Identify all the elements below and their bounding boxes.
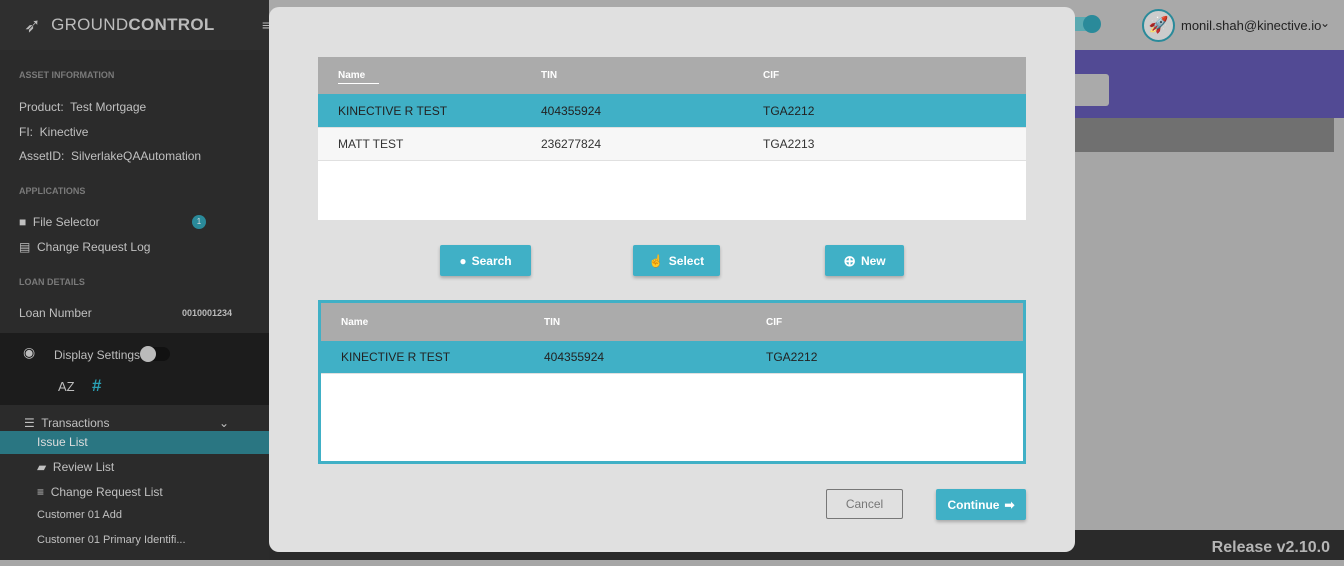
- table-header: Name TIN CIF: [321, 303, 1023, 341]
- nav-customer-add[interactable]: Customer 01 Add: [37, 509, 122, 521]
- pointer-hand-icon: ☝: [648, 253, 664, 268]
- file-selector-link[interactable]: ■ File Selector 1: [19, 215, 209, 229]
- nav-change-request-list[interactable]: ≡ Change Request List: [37, 485, 163, 499]
- asset-heading: ASSET INFORMATION: [19, 70, 115, 80]
- display-toggle[interactable]: [140, 346, 170, 362]
- loan-value: 0010001234: [182, 308, 233, 318]
- clipboard-icon: ▤: [19, 240, 31, 254]
- search-button[interactable]: ● Search: [440, 245, 531, 276]
- column-cif[interactable]: CIF: [766, 316, 783, 328]
- brand-logo: ➶ GROUND CONTROL ≡: [0, 0, 271, 50]
- change-log-link[interactable]: ▤ Change Request Log: [19, 240, 151, 254]
- eye-icon: ◉: [23, 344, 36, 360]
- display-settings: ◉ Display Settings AZ #: [0, 333, 269, 405]
- table-row[interactable]: MATT TEST 236277824 TGA2213: [318, 128, 1026, 161]
- avatar[interactable]: 🚀: [1142, 9, 1175, 42]
- header-toggle[interactable]: [1069, 15, 1101, 33]
- list-icon: ☰: [24, 416, 35, 430]
- continue-button[interactable]: Continue ➡: [936, 489, 1026, 520]
- fi-row: FI: Kinective: [19, 125, 89, 139]
- asset-row: AssetID: SilverlakeQAAutomation: [19, 149, 202, 163]
- sidebar: ➶ GROUND CONTROL ≡ ASSET INFORMATION Prod…: [0, 0, 271, 560]
- chevron-down-icon[interactable]: ⌄: [1320, 16, 1331, 30]
- column-name[interactable]: Name: [341, 316, 369, 328]
- apps-heading: APPLICATIONS: [19, 186, 86, 196]
- loan-label: Loan Number: [19, 306, 92, 320]
- column-tin[interactable]: TIN: [541, 70, 558, 81]
- product-row: Product: Test Mortgage: [19, 100, 147, 114]
- nav-review-list[interactable]: ▰ Review List: [37, 460, 115, 474]
- table-row[interactable]: KINECTIVE R TEST 404355924 TGA2212: [321, 341, 1023, 374]
- rocket-logo-icon: ➶: [24, 14, 42, 37]
- arrow-right-icon: ➡: [1004, 497, 1015, 512]
- column-tin[interactable]: TIN: [544, 316, 561, 328]
- numeric-icon[interactable]: #: [92, 376, 102, 395]
- folder-icon: ■: [19, 215, 27, 229]
- selected-table: Name TIN CIF KINECTIVE R TEST 404355924 TG…: [318, 300, 1026, 464]
- file-badge: 1: [192, 215, 206, 229]
- nav-customer-id[interactable]: Customer 01 Primary Identifi...: [37, 534, 186, 546]
- user-icon: ●: [459, 253, 467, 268]
- column-cif[interactable]: CIF: [763, 70, 780, 81]
- sort-az-icon[interactable]: AZ: [58, 379, 75, 394]
- loan-heading: LOAN DETAILS: [19, 277, 85, 287]
- customer-search-modal: Name TIN CIF KINECTIVE R TEST 404355924 TG…: [269, 7, 1075, 552]
- cancel-button[interactable]: Cancel: [826, 489, 903, 519]
- list-check-icon: ≡: [37, 485, 45, 499]
- user-email[interactable]: monil.shah@kinective.io: [1181, 18, 1322, 33]
- review-icon: ▰: [37, 460, 47, 474]
- nav-issue-list[interactable]: Issue List: [0, 431, 269, 454]
- select-button[interactable]: ☝ Select: [633, 245, 720, 276]
- results-table: Name TIN CIF KINECTIVE R TEST 404355924 TG…: [318, 57, 1026, 220]
- menu-icon[interactable]: ≡: [262, 17, 271, 33]
- table-header: Name TIN CIF: [318, 57, 1026, 94]
- column-name[interactable]: Name: [318, 70, 541, 84]
- new-button[interactable]: ⊕ New: [825, 245, 904, 276]
- chevron-down-icon: ⌄: [218, 416, 229, 430]
- transactions-group[interactable]: ☰ Transactions ⌄: [24, 416, 229, 430]
- plus-circle-icon: ⊕: [843, 252, 856, 270]
- table-row[interactable]: KINECTIVE R TEST 404355924 TGA2212: [318, 94, 1026, 128]
